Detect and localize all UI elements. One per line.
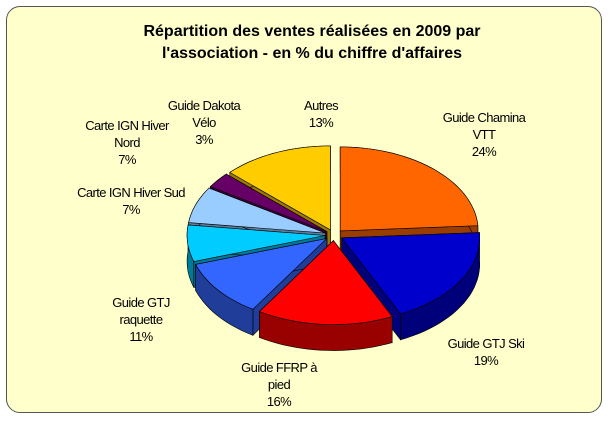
slice-label: Autres 13% <box>291 97 351 131</box>
category-label: Guide Dakota Vélo <box>167 98 241 130</box>
value-label: 24% <box>471 144 497 159</box>
value-label: 7% <box>122 202 140 217</box>
slice <box>195 237 328 310</box>
slice-label: Guide GTJ raquette 11% <box>105 294 177 345</box>
slice <box>188 187 326 234</box>
value-label: 11% <box>129 329 153 344</box>
slice-label: Guide Dakota Vélo 3% <box>160 97 248 148</box>
category-label: Guide FFRP à pied <box>241 360 317 392</box>
chart-frame: Répartition des ventes réalisées en 2009… <box>6 6 602 413</box>
slice <box>339 146 479 232</box>
slice <box>209 173 328 232</box>
pie-chart <box>186 145 480 351</box>
slice <box>229 145 331 231</box>
value-label: 7% <box>118 152 136 167</box>
value-label: 13% <box>308 115 334 130</box>
value-label: 19% <box>473 353 499 368</box>
value-label: 3% <box>195 132 213 147</box>
value-label: 16% <box>266 394 292 409</box>
category-label: Carte IGN Hiver Sud <box>77 185 185 200</box>
category-label: Guide Chamina VTT <box>442 110 526 142</box>
chart-title: Répartition des ventes réalisées en 2009… <box>143 23 481 62</box>
slice <box>341 232 480 315</box>
slice <box>258 240 393 325</box>
category-label: Autres <box>304 98 339 113</box>
category-label: Guide GTJ raquette <box>112 295 170 327</box>
category-label: Guide GTJ Ski <box>447 336 525 351</box>
slice-label: Guide Chamina VTT 24% <box>434 109 534 160</box>
slice-label: Guide FFRP à pied 16% <box>234 359 324 410</box>
slice-label: Carte IGN Hiver Nord 7% <box>73 117 181 168</box>
slice-label: Carte IGN Hiver Sud 7% <box>77 184 185 218</box>
slice <box>186 224 326 262</box>
slice-label: Guide GTJ Ski 19% <box>431 335 541 369</box>
category-label: Carte IGN Hiver Nord <box>85 118 169 150</box>
